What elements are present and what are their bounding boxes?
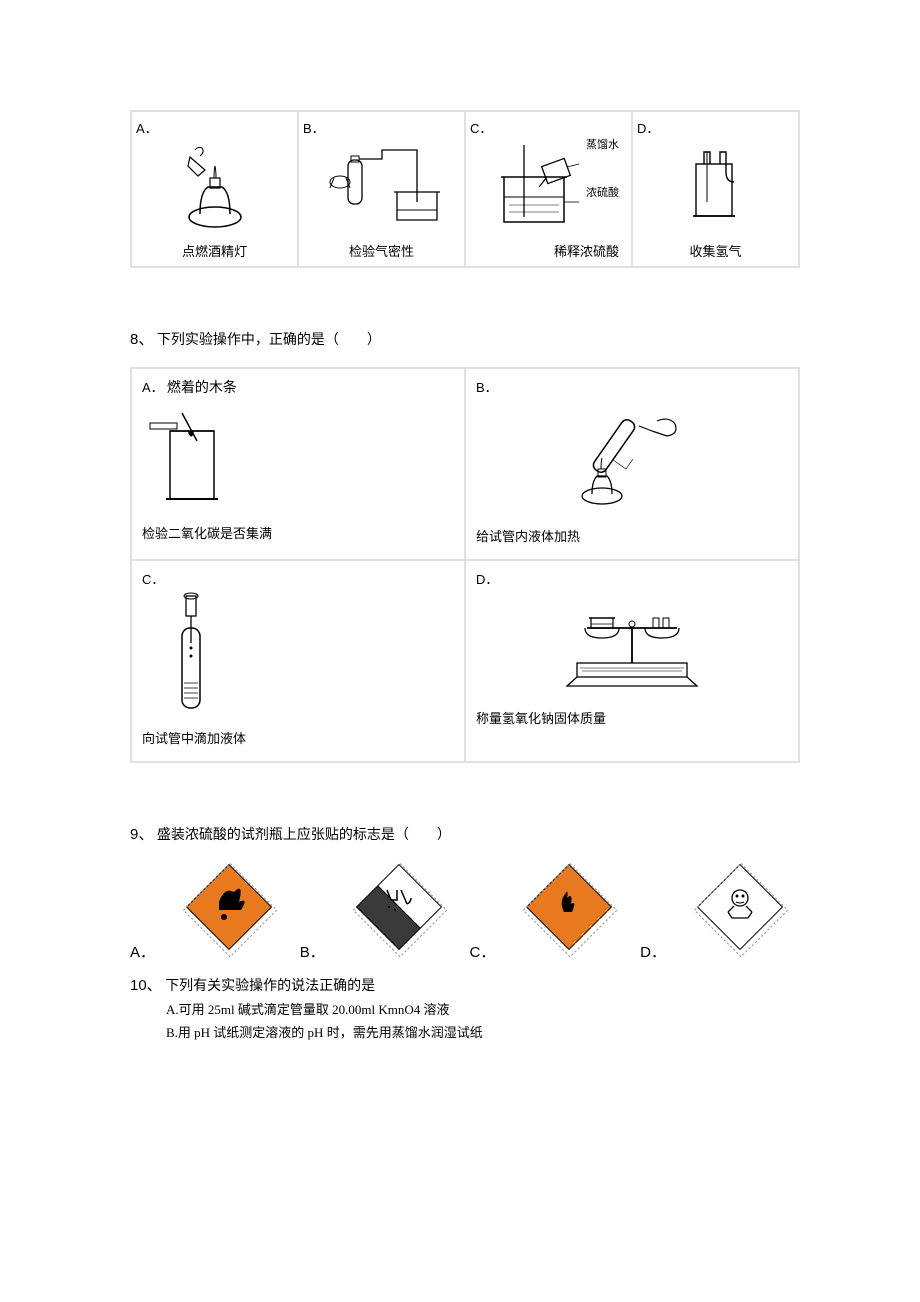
q7-option-b: B． 检验气密性	[298, 111, 465, 267]
q9-c-marker: C．	[470, 941, 496, 962]
q9-d-image	[670, 862, 800, 962]
q7-d-caption: 收集氢气	[637, 241, 794, 260]
q9-question: 9、 盛装浓硫酸的试剂瓶上应张贴的标志是（ ）	[130, 823, 800, 844]
q7-option-c: C． 蒸馏水 浓硫酸 稀释浓硫酸	[465, 111, 632, 267]
q9-a-image	[159, 862, 289, 962]
q9-b-marker: B．	[300, 941, 325, 962]
q7-d-marker: D．	[637, 118, 659, 137]
q8-option-d: D． 称量氢氧化钠固体质量	[465, 560, 799, 762]
q8-options-grid: A． 燃着的木条 检验二氧化碳是否集满 B．	[130, 367, 800, 763]
q9-b-image	[329, 862, 459, 962]
q7-a-caption: 点燃酒精灯	[136, 241, 293, 260]
q7-c-label-1: 蒸馏水	[586, 136, 619, 152]
q8-b-marker: B．	[476, 380, 498, 395]
q9-d-marker: D．	[640, 941, 666, 962]
q7-c-label-2: 浓硫酸	[586, 184, 619, 200]
q7-a-marker: A．	[136, 118, 158, 137]
q7-b-caption: 检验气密性	[303, 241, 460, 260]
q8-b-image	[476, 396, 788, 516]
q7-b-image	[303, 137, 460, 237]
q8-c-image	[162, 588, 454, 718]
q9-option-b: B．	[300, 862, 459, 962]
q8-d-image	[476, 588, 788, 698]
q8-num: 8、	[130, 331, 153, 348]
q9-options-row: A． B． C．	[130, 862, 800, 962]
q7-option-d: D． 收集氢气	[632, 111, 799, 267]
q8-a-overlay: 燃着的木条	[167, 381, 237, 396]
q7-c-marker: C．	[470, 118, 492, 137]
q8-a-caption: 检验二氧化碳是否集满	[142, 523, 454, 542]
q7-c-caption: 稀释浓硫酸	[470, 241, 627, 260]
q8-option-a: A． 燃着的木条 检验二氧化碳是否集满	[131, 368, 465, 560]
q10-question: 10、 下列有关实验操作的说法正确的是 A.可用 25ml 碱式滴定管量取 20…	[130, 974, 800, 1041]
q7-b-marker: B．	[303, 118, 325, 137]
q9-c-image	[499, 862, 629, 962]
q8-option-b: B． 给试管内液体加热	[465, 368, 799, 560]
q8-text: 下列实验操作中，正确的是（ ）	[157, 333, 381, 348]
q9-option-d: D．	[640, 862, 800, 962]
q8-d-marker: D．	[476, 572, 498, 587]
q8-b-caption: 给试管内液体加热	[476, 526, 788, 545]
q8-a-marker: A．	[142, 380, 164, 395]
q8-option-c: C． 向试管中滴加液体	[131, 560, 465, 762]
q10-text: 下列有关实验操作的说法正确的是	[165, 979, 375, 994]
q10-sub-b: B.用 pH 试纸测定溶液的 pH 时，需先用蒸馏水润湿试纸	[166, 1022, 800, 1041]
q7-a-image	[136, 137, 293, 237]
q9-option-a: A．	[130, 862, 289, 962]
q8-question: 8、 下列实验操作中，正确的是（ ）	[130, 328, 800, 349]
q8-a-image	[142, 403, 454, 513]
q7-option-a: A． 点燃酒精灯	[131, 111, 298, 267]
q8-c-caption: 向试管中滴加液体	[142, 728, 454, 747]
q8-d-caption: 称量氢氧化钠固体质量	[476, 708, 788, 727]
q8-c-marker: C．	[142, 572, 164, 587]
q9-a-marker: A．	[130, 941, 155, 962]
q9-option-c: C．	[470, 862, 630, 962]
q10-sub-a: A.可用 25ml 碱式滴定管量取 20.00ml KmnO4 溶液	[166, 999, 800, 1018]
q7-d-image	[637, 137, 794, 237]
q7-options-grid: A． 点燃酒精灯 B．	[130, 110, 800, 268]
q9-text: 盛装浓硫酸的试剂瓶上应张贴的标志是（ ）	[157, 828, 451, 843]
q9-num: 9、	[130, 826, 153, 843]
q10-num: 10、	[130, 977, 162, 994]
